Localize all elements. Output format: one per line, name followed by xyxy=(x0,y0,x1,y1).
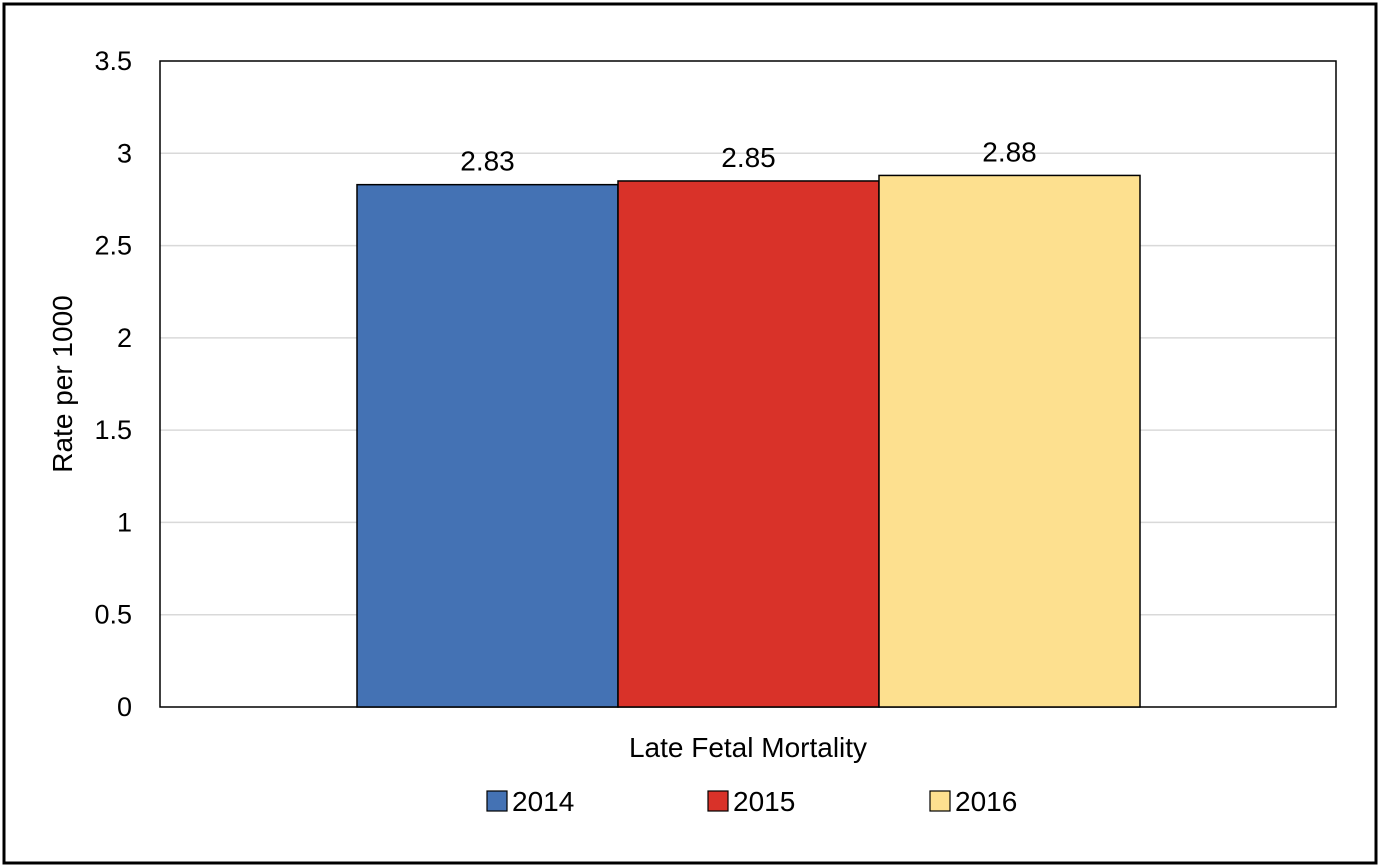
bars xyxy=(356,174,1141,708)
y-tick-label: 3 xyxy=(117,138,132,168)
data-label-2014: 2.83 xyxy=(460,146,515,177)
y-tick-label: 2.5 xyxy=(94,231,132,261)
bar-2014 xyxy=(356,183,619,708)
x-axis-category-label: Late Fetal Mortality xyxy=(629,732,867,763)
y-axis-title: Rate per 1000 xyxy=(47,295,78,472)
legend-label-2014: 2014 xyxy=(512,786,574,817)
y-tick-label: 1.5 xyxy=(94,415,132,445)
legend-swatch-2015 xyxy=(707,790,729,812)
y-tick-label: 3.5 xyxy=(94,46,132,76)
legend-swatch-2014 xyxy=(486,790,508,812)
y-tick-label: 0 xyxy=(117,692,132,722)
legend-item-2014: 2014 xyxy=(486,786,574,817)
data-labels: 2.83 2.85 2.88 xyxy=(460,136,1037,176)
y-tick-label: 2 xyxy=(117,323,132,353)
data-label-2015: 2.85 xyxy=(721,142,776,173)
legend-label-2015: 2015 xyxy=(733,786,795,817)
legend: 2014 2015 2016 xyxy=(486,786,1017,817)
legend-item-2015: 2015 xyxy=(707,786,795,817)
y-axis-ticks: 0 0.5 1 1.5 2 2.5 3 3.5 xyxy=(94,46,132,722)
y-tick-label: 0.5 xyxy=(94,600,132,630)
legend-swatch-2016 xyxy=(929,790,951,812)
legend-label-2016: 2016 xyxy=(955,786,1017,817)
legend-item-2016: 2016 xyxy=(929,786,1017,817)
data-label-2016: 2.88 xyxy=(982,136,1037,167)
bar-2015 xyxy=(617,180,880,708)
bar-2016 xyxy=(878,174,1141,708)
y-tick-label: 1 xyxy=(117,507,132,537)
